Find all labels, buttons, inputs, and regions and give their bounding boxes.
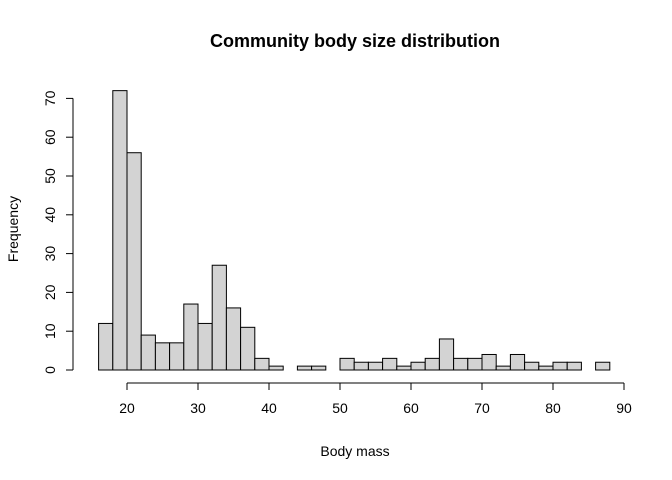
y-tick-label: 70 [42,90,58,106]
histogram-bar [367,361,384,371]
x-tick-label: 80 [545,400,561,416]
x-tick-label: 50 [332,400,348,416]
histogram-bar [481,353,497,371]
histogram-bar [154,342,171,371]
y-tick-label: 50 [42,168,58,184]
x-tick-label: 30 [190,400,206,416]
histogram-bar [396,365,412,371]
x-tick-label: 20 [119,400,135,416]
bars-group [98,90,611,371]
histogram-bar [225,307,242,371]
y-axis-label: Frequency [5,196,21,262]
x-tick-label: 90 [616,400,632,416]
histogram-bar [410,361,426,371]
histogram-bar [495,365,511,371]
histogram-bar [538,365,554,371]
y-tick-label: 60 [42,129,58,145]
histogram-bar [183,303,199,371]
histogram-bar [467,357,483,371]
histogram-bar [552,361,568,371]
histogram-bar [509,353,526,371]
y-tick-label: 10 [42,323,58,339]
histogram-bar [595,361,611,371]
histogram-bar [240,326,256,371]
histogram-bar [339,357,355,371]
histogram-bar [169,342,185,371]
histogram-bar [296,365,313,371]
x-tick-label: 70 [474,400,490,416]
histogram-bar [268,365,284,371]
histogram-bar [112,90,128,371]
histogram-bar [140,334,156,371]
histogram-bar [382,357,398,371]
histogram-bar [566,361,582,371]
y-tick-label: 0 [42,366,58,374]
histogram-bar [126,152,142,371]
histogram-bar [98,322,114,371]
x-axis: 20 30 40 50 60 70 80 90 [119,382,632,416]
y-tick-label: 30 [42,246,58,262]
histogram-bar [254,357,270,371]
y-tick-label: 40 [42,207,58,223]
histogram-bar [438,338,455,371]
x-tick-label: 60 [403,400,419,416]
histogram-bar [197,322,213,371]
y-tick-label: 20 [42,284,58,300]
histogram-bar [453,357,469,371]
histogram-bar [424,357,440,371]
y-axis: 0 10 20 30 40 50 60 70 [42,90,74,374]
chart-title: Community body size distribution [210,31,500,51]
x-tick-label: 40 [261,400,277,416]
histogram-bar [311,365,327,371]
histogram-bar [524,361,540,371]
x-axis-label: Body mass [320,443,389,459]
histogram-bar [211,264,227,371]
histogram-bar [353,361,369,371]
